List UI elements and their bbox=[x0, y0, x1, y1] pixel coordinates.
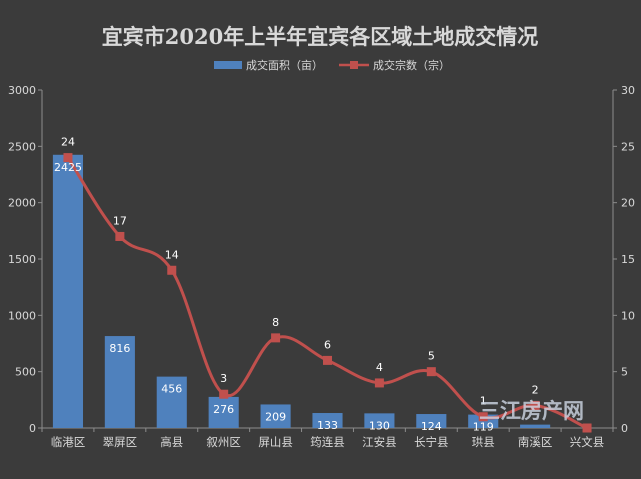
data-labels: 2425 816 456 276 209 133 130 124 119 24 17 14 3 8 6 4 5 1… bbox=[54, 136, 539, 434]
x-tick-label: 筠连县 bbox=[310, 435, 345, 449]
left-tick-label: 500 bbox=[15, 366, 36, 379]
line-point bbox=[323, 355, 332, 365]
watermark: 三江房产网 bbox=[479, 399, 584, 423]
line-point bbox=[374, 378, 384, 388]
bar-data-label: 456 bbox=[161, 383, 182, 396]
line-point bbox=[478, 412, 488, 422]
bar bbox=[416, 414, 447, 428]
line-data-label: 3 bbox=[220, 372, 227, 385]
line-point bbox=[582, 423, 592, 433]
legend: 成交面积（亩） 成交宗数（宗） bbox=[214, 58, 450, 72]
bar-data-label: 124 bbox=[421, 420, 442, 433]
line-point bbox=[115, 231, 125, 241]
bar-series bbox=[52, 154, 551, 429]
x-tick-label: 临港区 bbox=[51, 435, 86, 449]
line-point bbox=[530, 400, 540, 410]
bar-data-label: 130 bbox=[369, 419, 390, 432]
bar bbox=[260, 404, 291, 428]
bar bbox=[364, 413, 395, 428]
right-tick-label: 5 bbox=[621, 366, 628, 379]
x-tick-label: 南溪区 bbox=[518, 435, 553, 449]
line-series bbox=[63, 153, 592, 433]
bar bbox=[520, 424, 551, 428]
bar-data-label: 119 bbox=[473, 421, 494, 434]
legend-bar-label: 成交面积（亩） bbox=[246, 58, 323, 72]
bar-data-label: 209 bbox=[265, 410, 286, 423]
line-data-label: 2 bbox=[532, 383, 539, 396]
bar bbox=[52, 154, 84, 429]
line-data-label: 4 bbox=[376, 361, 383, 374]
legend-bar-swatch bbox=[214, 61, 242, 69]
left-tick-label: 3000 bbox=[8, 84, 36, 97]
bar-data-label: 276 bbox=[213, 403, 234, 416]
x-tick-label: 江安县 bbox=[362, 435, 397, 449]
x-tick-label: 珙县 bbox=[472, 435, 495, 449]
x-tick-label: 兴文县 bbox=[570, 435, 605, 449]
legend-line-label: 成交宗数（宗） bbox=[373, 58, 450, 72]
line-data-label: 24 bbox=[61, 136, 75, 149]
x-tick-label: 翠屏区 bbox=[103, 435, 138, 449]
bar bbox=[208, 396, 239, 428]
x-tick-label: 屏山县 bbox=[258, 435, 293, 449]
x-tick-label: 高县 bbox=[160, 435, 183, 449]
line-data-label: 6 bbox=[324, 338, 331, 351]
chart-title: 宜宾市2020年上半年宜宾各区域土地成交情况 bbox=[102, 24, 538, 49]
line-data-label: 17 bbox=[113, 214, 127, 227]
axes: 050010001500200025003000051015202530临港区翠… bbox=[8, 84, 635, 449]
right-tick-label: 0 bbox=[621, 422, 628, 435]
line-point bbox=[167, 265, 177, 275]
right-tick-label: 15 bbox=[621, 253, 635, 266]
left-tick-label: 1500 bbox=[8, 253, 36, 266]
left-tick-label: 2500 bbox=[8, 140, 36, 153]
bar-data-label: 133 bbox=[317, 419, 338, 432]
bar bbox=[312, 413, 343, 428]
bar bbox=[104, 336, 135, 428]
line-data-label: 8 bbox=[272, 316, 279, 329]
left-tick-label: 1000 bbox=[8, 309, 36, 322]
x-tick-label: 叙州区 bbox=[206, 435, 241, 449]
line-point bbox=[271, 333, 281, 343]
line-data-label: 5 bbox=[428, 350, 435, 363]
x-tick-label: 长宁县 bbox=[414, 435, 449, 449]
legend-line-marker bbox=[350, 61, 358, 69]
series-line bbox=[66, 156, 588, 430]
line-data-label: 14 bbox=[165, 248, 179, 261]
line-point bbox=[426, 367, 436, 377]
bar bbox=[156, 376, 187, 428]
line-point bbox=[63, 153, 73, 163]
right-tick-label: 20 bbox=[621, 197, 635, 210]
line-data-label: 1 bbox=[480, 395, 487, 408]
left-tick-label: 0 bbox=[29, 422, 36, 435]
right-tick-label: 30 bbox=[621, 84, 635, 97]
bar-data-label: 816 bbox=[109, 342, 130, 355]
line-point bbox=[219, 389, 229, 399]
right-tick-label: 25 bbox=[621, 140, 635, 153]
left-tick-label: 2000 bbox=[8, 197, 36, 210]
right-tick-label: 10 bbox=[621, 309, 635, 322]
bar-data-label: 2425 bbox=[54, 161, 82, 174]
